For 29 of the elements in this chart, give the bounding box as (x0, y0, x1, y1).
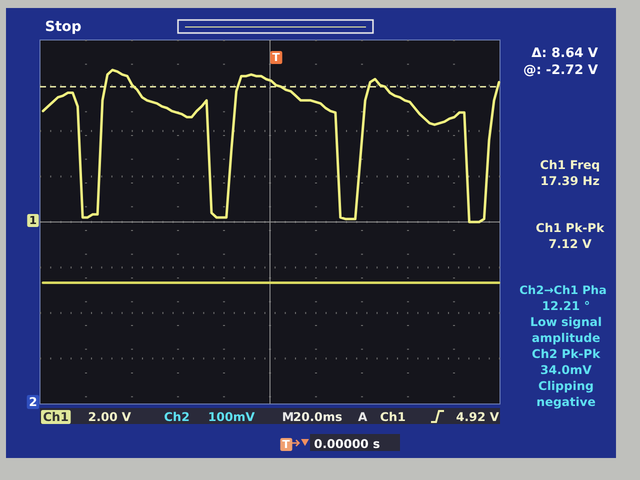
text: negative (536, 395, 596, 409)
text: 2.00 V (88, 410, 132, 424)
text: 4.92 V (456, 410, 500, 424)
text: Stop (45, 19, 82, 35)
text: Ch1 (380, 410, 406, 424)
text: Ch1 (43, 410, 69, 424)
text: T (282, 438, 290, 451)
text: A (358, 410, 368, 424)
text: 1 (29, 214, 37, 227)
text: @: -2.72 V (523, 63, 598, 78)
text: 12.21 ° (542, 299, 590, 313)
text: 34.0mV (540, 363, 592, 377)
text: 17.39 Hz (540, 174, 600, 188)
text: Δ: 8.64 V (532, 46, 598, 61)
text: 2 (28, 395, 38, 409)
text: 7.12 V (548, 237, 592, 251)
text: Ch1 Pk-Pk (536, 221, 606, 235)
text: M (282, 410, 294, 424)
text: Clipping (538, 379, 594, 393)
text: Ch1 Freq (540, 158, 600, 172)
text: Low signal (530, 315, 602, 329)
text: 20.0ms (293, 410, 342, 424)
text: Ch2→Ch1 Pha (519, 283, 607, 297)
text: Ch2 (164, 410, 190, 424)
text: T (272, 51, 280, 64)
text: 0.00000 s (314, 437, 380, 451)
text: Ch2 Pk-Pk (532, 347, 602, 361)
text: 100mV (208, 410, 256, 424)
text: amplitude (532, 331, 600, 345)
